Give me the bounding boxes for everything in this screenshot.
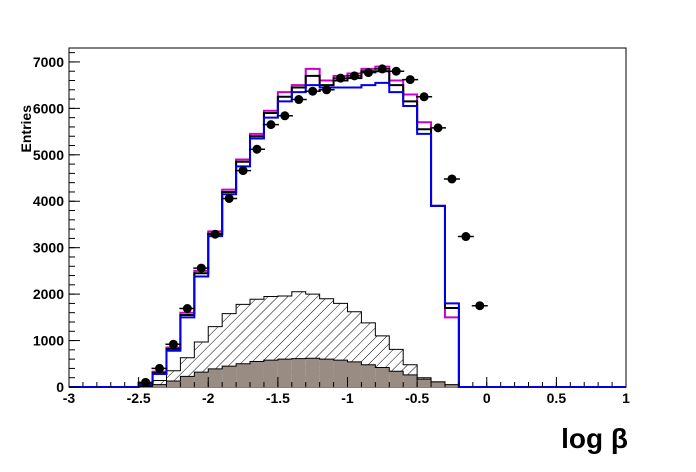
data-point xyxy=(447,174,457,184)
x-axis-title: log β xyxy=(561,423,628,454)
data-point xyxy=(294,95,304,105)
grey-filled-bar xyxy=(403,374,418,387)
grey-filled-bar xyxy=(431,381,445,387)
grey-filled-bar xyxy=(180,376,195,387)
x-tick-label: -1.5 xyxy=(266,390,290,406)
x-tick-label: 0 xyxy=(483,390,491,406)
step-histogram-lines xyxy=(69,65,626,388)
data-point xyxy=(141,377,151,387)
grey-filled-bar xyxy=(236,363,251,387)
data-point xyxy=(196,263,206,273)
grey-filled-bar xyxy=(347,361,362,387)
data-point xyxy=(391,66,401,76)
data-point xyxy=(238,166,248,176)
grey-filled-bar xyxy=(166,380,181,387)
data-point xyxy=(252,144,262,154)
data-point xyxy=(475,301,485,311)
x-tick-label: 1 xyxy=(622,390,630,406)
data-point xyxy=(461,232,471,242)
grey-filled-bar xyxy=(194,372,209,387)
x-tick-label: 0.5 xyxy=(547,390,567,406)
grey-filled-bar xyxy=(319,359,334,387)
data-point xyxy=(280,111,290,121)
grey-filled-bar xyxy=(208,368,223,387)
axes: -3 -2.5 -2 -1.5 -1 -0.5 0 0.5 1 0 1000 2000 3000 4000… xyxy=(33,52,630,406)
data-point xyxy=(155,363,165,373)
data-point xyxy=(224,193,234,203)
grey-filled-bar xyxy=(417,379,432,387)
y-tick-label: 4000 xyxy=(33,193,64,209)
grey-filled-histogram xyxy=(69,357,626,388)
y-tick-label: 5000 xyxy=(33,147,64,163)
x-tick-label: -1 xyxy=(341,390,354,406)
grey-filled-bar xyxy=(222,366,237,387)
data-point xyxy=(266,120,276,130)
data-points xyxy=(137,64,488,387)
step-magenta-line xyxy=(69,65,626,388)
grey-filled-bar xyxy=(291,358,306,387)
grey-filled-bar xyxy=(361,364,376,387)
grey-filled-bar xyxy=(389,371,404,387)
data-point xyxy=(210,229,220,239)
data-point xyxy=(322,85,332,95)
x-tick-label: -2.5 xyxy=(127,390,151,406)
data-point xyxy=(182,304,192,314)
y-tick-label: 3000 xyxy=(33,240,64,256)
step-blue-line xyxy=(69,81,626,388)
x-tick-label: -3 xyxy=(63,390,76,406)
grey-filled-bar xyxy=(444,384,459,387)
grey-filled-bar xyxy=(250,361,264,387)
data-point xyxy=(377,64,387,74)
y-tick-label: 0 xyxy=(56,379,64,395)
data-point xyxy=(308,86,318,96)
x-tick-label: -0.5 xyxy=(405,390,429,406)
data-point xyxy=(349,71,359,81)
data-point xyxy=(433,123,443,133)
hatched-outline xyxy=(69,291,626,388)
y-tick-label: 7000 xyxy=(33,54,64,70)
hatched-bar xyxy=(152,380,167,387)
data-point xyxy=(363,68,373,78)
grey-filled-bar xyxy=(263,360,278,387)
grey-filled-bar xyxy=(152,384,167,387)
data-point xyxy=(168,339,178,349)
x-tick-label: -2 xyxy=(202,390,215,406)
grey-filled-bar xyxy=(333,360,348,387)
data-point xyxy=(336,73,346,83)
y-tick-label: 6000 xyxy=(33,100,64,116)
y-axis-title: Entries xyxy=(18,105,34,153)
y-tick-label: 1000 xyxy=(33,333,64,349)
step-black-line xyxy=(69,70,626,388)
grey-filled-bar xyxy=(305,358,320,387)
y-tick-label: 2000 xyxy=(33,286,64,302)
data-point xyxy=(419,92,429,102)
data-point xyxy=(405,75,415,85)
grey-filled-bar xyxy=(375,367,390,387)
grey-filled-outline xyxy=(69,357,626,388)
grey-filled-bar xyxy=(277,359,292,387)
